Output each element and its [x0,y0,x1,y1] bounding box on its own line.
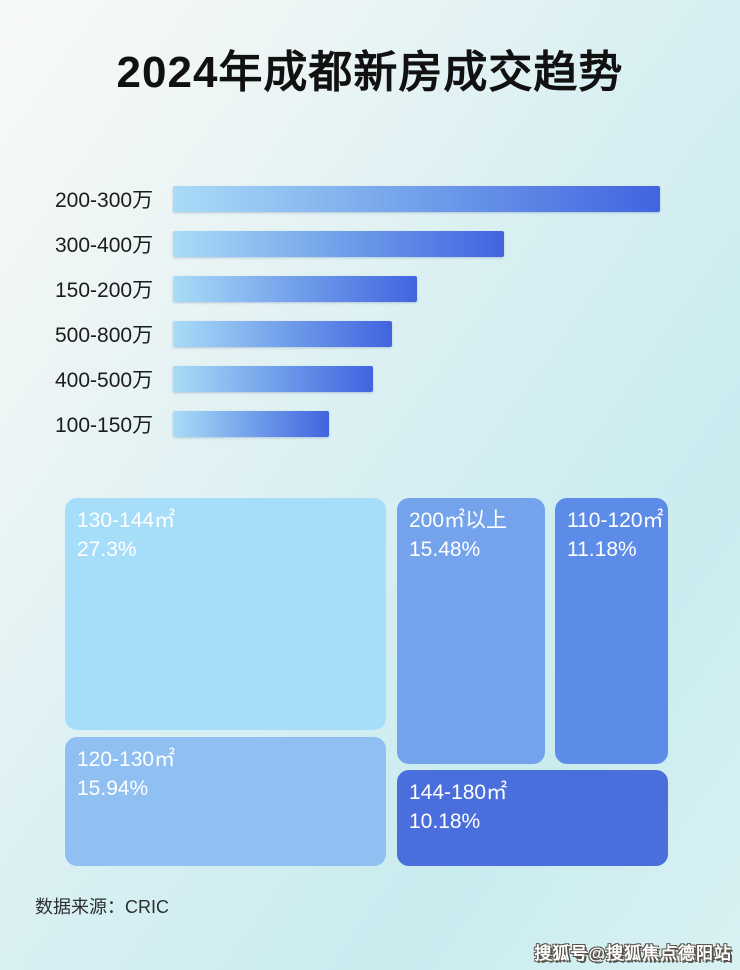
treemap-block-label: 110-120㎡ [567,509,664,532]
bar-track [173,231,695,257]
treemap-block-label: 120-130㎡ [77,748,176,771]
bar-track [173,321,695,347]
bar-fill [173,321,392,347]
treemap-block-value: 15.48% [409,538,481,561]
treemap-block: 200㎡以上 15.48% [397,498,545,764]
data-source-label: 数据来源：CRIC [35,897,169,917]
treemap-block: 110-120㎡ 11.18% [555,498,668,764]
treemap-block: 120-130㎡ 15.94% [65,737,386,866]
bar-fill [173,276,417,302]
bar-row: 200-300万 [55,186,695,212]
bar-track [173,186,695,212]
treemap-block-value: 27.3% [77,538,137,561]
treemap-block-label: 200㎡以上 [409,509,508,532]
page-title: 2024年成都新房成交趋势 [116,48,624,97]
bar-category-label: 500-800万 [55,324,154,347]
bar-track [173,366,695,392]
bar-category-label: 150-200万 [55,279,154,302]
bar-fill [173,366,373,392]
treemap-block: 130-144㎡ 27.3% [65,498,386,730]
bar-fill [173,411,329,437]
watermark: 搜狐号@搜狐焦点德阳站 [534,944,732,963]
bar-track [173,411,695,437]
bar-row: 150-200万 [55,276,695,302]
bar-row: 300-400万 [55,231,695,257]
treemap-block-value: 10.18% [409,810,481,833]
bar-row: 400-500万 [55,366,695,392]
bar-category-label: 200-300万 [55,189,154,212]
treemap-block-label: 130-144㎡ [77,509,176,532]
bar-category-label: 100-150万 [55,414,154,437]
treemap-block-value: 11.18% [567,538,637,561]
bar-row: 500-800万 [55,321,695,347]
bar-category-label: 300-400万 [55,234,154,257]
bar-category-label: 400-500万 [55,369,154,392]
area-share-treemap: 130-144㎡ 27.3% 120-130㎡ 15.94% 200㎡以上 15… [65,498,668,866]
treemap-block: 144-180㎡ 10.18% [397,770,668,866]
treemap-block-value: 15.94% [77,777,149,800]
bar-fill [173,186,660,212]
price-range-bar-chart: 200-300万 300-400万 150-200万 500-800万 400-… [55,186,695,437]
bar-fill [173,231,504,257]
treemap-block-label: 144-180㎡ [409,781,508,804]
bar-row: 100-150万 [55,411,695,437]
bar-track [173,276,695,302]
